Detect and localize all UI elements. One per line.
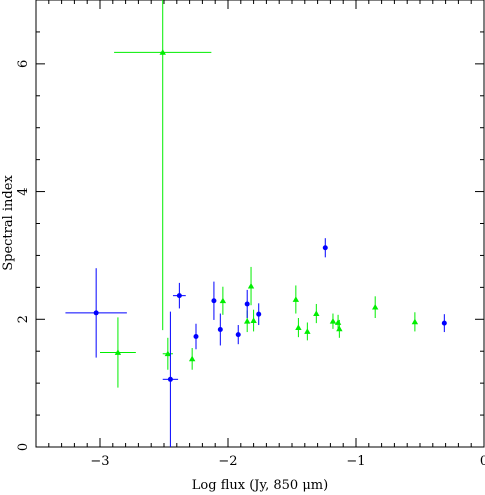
y-tick-label: 4 (16, 187, 31, 195)
data-point (159, 49, 166, 55)
green-series (100, 0, 419, 388)
data-point (292, 296, 300, 302)
y-tick-label: 6 (16, 60, 31, 68)
data-point (372, 303, 379, 310)
data-point (244, 301, 250, 307)
data-point (235, 332, 241, 338)
x-axis-label: Log flux (Jy, 850 μm) (192, 478, 328, 493)
data-point (313, 310, 320, 316)
x-tick-label: −3 (90, 454, 109, 469)
x-axis-ticks: −3 −2 −1 0 (35, 0, 485, 469)
data-point (164, 350, 172, 357)
x-tick-label: 0 (480, 454, 485, 469)
data-point (188, 355, 196, 362)
data-point (322, 245, 328, 251)
data-point (193, 334, 199, 340)
data-point (336, 325, 343, 332)
data-point (217, 327, 223, 333)
blue-series (65, 238, 447, 447)
data-point (329, 318, 337, 324)
data-point (334, 319, 342, 325)
data-point (93, 310, 99, 316)
data-point (219, 297, 227, 304)
data-point (247, 282, 255, 289)
x-tick-label: −1 (346, 454, 365, 469)
y-axis-label: Spectral index (1, 175, 16, 271)
data-point (256, 311, 262, 317)
data-point (176, 293, 182, 299)
data-point (411, 318, 419, 325)
data-point (244, 318, 251, 324)
y-axis-ticks: 0 2 4 6 (16, 0, 484, 451)
data-point (295, 324, 302, 330)
data-point (250, 317, 257, 323)
data-point (441, 320, 447, 326)
data-point (211, 298, 217, 304)
y-tick-label: 2 (16, 315, 31, 323)
data-point (304, 328, 311, 334)
data-point (114, 349, 122, 355)
x-tick-label: −2 (218, 454, 237, 469)
y-tick-label: 0 (16, 443, 31, 451)
data-point (167, 376, 173, 382)
plot-frame (35, 0, 485, 448)
